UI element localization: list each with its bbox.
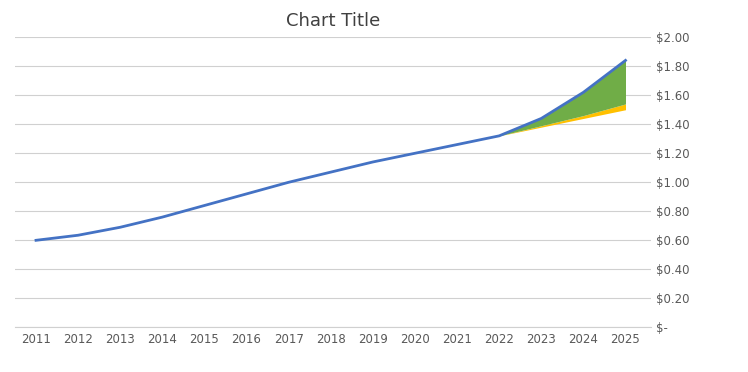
Title: Chart Title: Chart Title <box>286 12 380 30</box>
